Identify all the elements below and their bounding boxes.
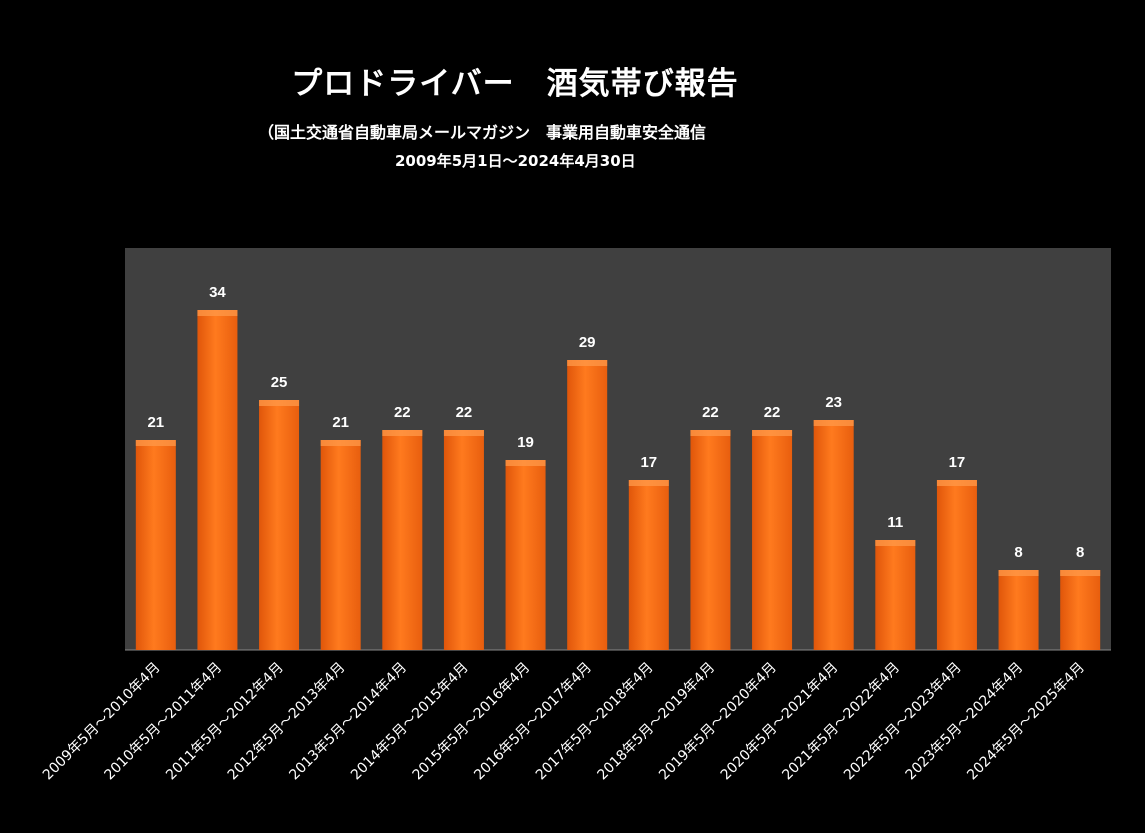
bar-6 (505, 460, 546, 650)
bar-top-highlight-7 (567, 360, 608, 366)
bar-0 (135, 440, 176, 650)
bar-11 (813, 420, 854, 650)
x-tick-label-6: 2015年5月～2016年4月 (410, 660, 534, 784)
x-tick-label-0: 2009年5月～2010年4月 (40, 660, 164, 784)
x-tick-label-12: 2021年5月～2022年4月 (779, 660, 903, 784)
bar-5 (443, 430, 484, 650)
bar-top-highlight-1 (197, 310, 238, 316)
x-tick-label-8: 2017年5月～2018年4月 (533, 660, 657, 784)
bar-top-highlight-12 (875, 540, 916, 546)
x-tick-label-11: 2020年5月～2021年4月 (718, 660, 842, 784)
bar-top-highlight-8 (628, 480, 669, 486)
data-label-9: 22 (702, 404, 719, 421)
data-label-14: 8 (1014, 544, 1022, 561)
x-tick-label-5: 2014年5月～2015年4月 (348, 660, 472, 784)
bar-top-highlight-6 (505, 460, 546, 466)
data-label-2: 25 (271, 374, 288, 391)
bar-top-highlight-9 (690, 430, 731, 436)
data-label-6: 19 (517, 434, 534, 451)
data-label-8: 17 (640, 454, 657, 471)
chart-subtitle: （国土交通省自動車局メールマガジン 事業用自動車安全通信 (258, 123, 707, 142)
data-label-10: 22 (764, 404, 781, 421)
bar-10 (752, 430, 793, 650)
bar-3 (320, 440, 361, 650)
bar-top-highlight-13 (936, 480, 977, 486)
x-tick-label-10: 2019年5月～2020年4月 (656, 660, 780, 784)
data-labels-group: 21 34 25 21 22 22 19 29 17 22 22 23 11 17 8 8 (147, 284, 1084, 561)
bar-8 (628, 480, 669, 650)
bar-9 (690, 430, 731, 650)
x-tick-label-14: 2023年5月～2024年4月 (903, 660, 1027, 784)
data-label-5: 22 (456, 404, 473, 421)
x-tick-label-9: 2018年5月～2019年4月 (594, 660, 718, 784)
bar-top-highlight-0 (135, 440, 176, 446)
x-tick-label-13: 2022年5月～2023年4月 (841, 660, 965, 784)
bar-7 (567, 360, 608, 650)
data-label-4: 22 (394, 404, 411, 421)
chart-period: 2009年5月1日～2024年4月30日 (395, 152, 636, 170)
x-tick-label-4: 2013年5月～2014年4月 (286, 660, 410, 784)
data-label-0: 21 (147, 414, 164, 431)
data-label-11: 23 (825, 394, 842, 411)
bar-top-highlight-2 (259, 400, 300, 406)
bar-15 (1060, 570, 1101, 650)
x-tick-label-3: 2012年5月～2013年4月 (225, 660, 349, 784)
bar-1 (197, 310, 238, 650)
x-tick-label-1: 2010年5月～2011年4月 (101, 660, 225, 784)
bar-12 (875, 540, 916, 650)
data-label-15: 8 (1076, 544, 1084, 561)
data-label-1: 34 (209, 284, 226, 301)
chart-title: プロドライバー 酒気帯び報告 (291, 66, 739, 102)
data-label-12: 11 (887, 514, 903, 531)
bar-13 (936, 480, 977, 650)
bar-top-highlight-15 (1060, 570, 1101, 576)
x-tick-label-2: 2011年5月～2012年4月 (163, 660, 287, 784)
bars-group (135, 310, 1101, 650)
x-tick-label-15: 2024年5月～2025年4月 (964, 660, 1088, 784)
bar-top-highlight-11 (813, 420, 854, 426)
x-tick-labels-group: 2009年5月～2010年4月2010年5月～2011年4月2011年5月～20… (40, 660, 1088, 784)
x-tick-label-7: 2016年5月～2017年4月 (471, 660, 595, 784)
bar-top-highlight-3 (320, 440, 361, 446)
bar-top-highlight-14 (998, 570, 1039, 576)
bar-top-highlight-4 (382, 430, 423, 436)
bar-top-highlight-5 (443, 430, 484, 436)
bar-top-highlight-10 (752, 430, 793, 436)
bar-4 (382, 430, 423, 650)
data-label-3: 21 (332, 414, 349, 431)
data-label-13: 17 (949, 454, 966, 471)
bar-14 (998, 570, 1039, 650)
data-label-7: 29 (579, 334, 596, 351)
bar-2 (259, 400, 300, 650)
